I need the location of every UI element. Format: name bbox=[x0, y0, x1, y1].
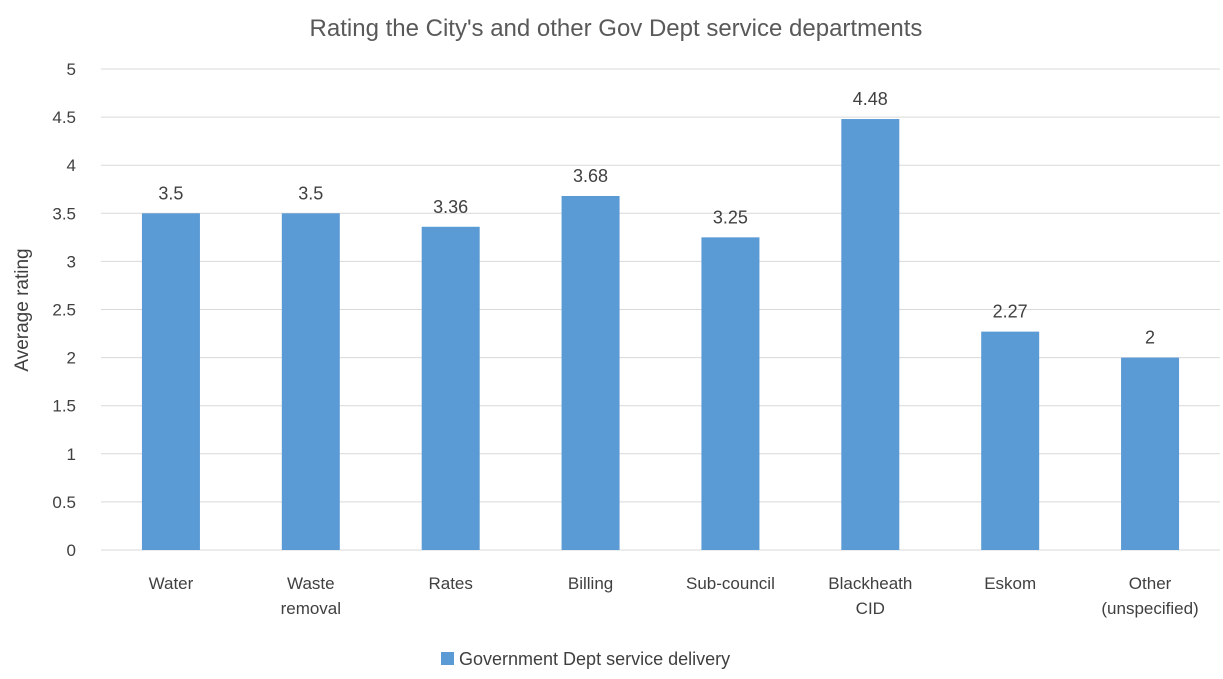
data-label: 3.68 bbox=[573, 166, 608, 186]
bar bbox=[281, 213, 340, 551]
y-tick-label: 0.5 bbox=[52, 493, 76, 512]
bar bbox=[561, 195, 620, 550]
bar bbox=[1121, 357, 1180, 550]
gridlines bbox=[101, 68, 1220, 551]
y-tick-label: 2 bbox=[67, 349, 76, 368]
y-tick-label: 3.5 bbox=[52, 204, 76, 223]
x-category-label: Waste bbox=[287, 574, 335, 593]
chart-title: Rating the City's and other Gov Dept ser… bbox=[310, 15, 923, 42]
bar bbox=[841, 119, 900, 551]
data-label: 4.48 bbox=[853, 89, 888, 109]
y-tick-label: 4 bbox=[67, 156, 76, 175]
bars bbox=[141, 119, 1180, 551]
y-tick-label: 4.5 bbox=[52, 108, 76, 127]
x-category-label: Sub-council bbox=[686, 574, 775, 593]
data-label: 2.27 bbox=[993, 302, 1028, 322]
y-tick-label: 1 bbox=[67, 445, 76, 464]
y-tick-label: 3 bbox=[67, 252, 76, 271]
data-label: 3.25 bbox=[713, 207, 748, 227]
bar bbox=[421, 226, 480, 550]
x-category-label: CID bbox=[856, 599, 885, 618]
bar bbox=[701, 237, 760, 550]
y-axis-label: Average rating bbox=[12, 248, 33, 371]
data-label: 2 bbox=[1145, 328, 1155, 348]
x-category-label: Blackheath bbox=[828, 574, 912, 593]
y-tick-label: 0 bbox=[67, 541, 76, 560]
legend: Government Dept service delivery bbox=[441, 649, 730, 669]
data-labels: 3.5 3.5 3.36 3.68 3.25 4.48 2.27 2 bbox=[158, 89, 1155, 348]
data-label: 3.5 bbox=[298, 183, 323, 203]
x-category-label: removal bbox=[281, 599, 341, 618]
x-category-label: (unspecified) bbox=[1101, 599, 1198, 618]
x-axis-categories: Water Waste removal Rates Billing Sub-council… bbox=[149, 574, 1199, 618]
y-tick-label: 1.5 bbox=[52, 397, 76, 416]
bar bbox=[141, 213, 200, 551]
x-category-label: Water bbox=[149, 574, 194, 593]
y-tick-label: 5 bbox=[67, 60, 76, 79]
y-axis-ticks: 0 0.5 1 1.5 2 2.5 3 3.5 4 4.5 5 bbox=[52, 60, 76, 560]
data-label: 3.36 bbox=[433, 197, 468, 217]
x-category-label: Other bbox=[1129, 574, 1172, 593]
data-label: 3.5 bbox=[158, 183, 183, 203]
bar bbox=[981, 331, 1040, 550]
x-category-label: Billing bbox=[568, 574, 613, 593]
x-category-label: Eskom bbox=[984, 574, 1036, 593]
legend-label: Government Dept service delivery bbox=[459, 649, 730, 669]
legend-swatch bbox=[441, 652, 454, 665]
x-category-label: Rates bbox=[428, 574, 472, 593]
y-tick-label: 2.5 bbox=[52, 301, 76, 320]
